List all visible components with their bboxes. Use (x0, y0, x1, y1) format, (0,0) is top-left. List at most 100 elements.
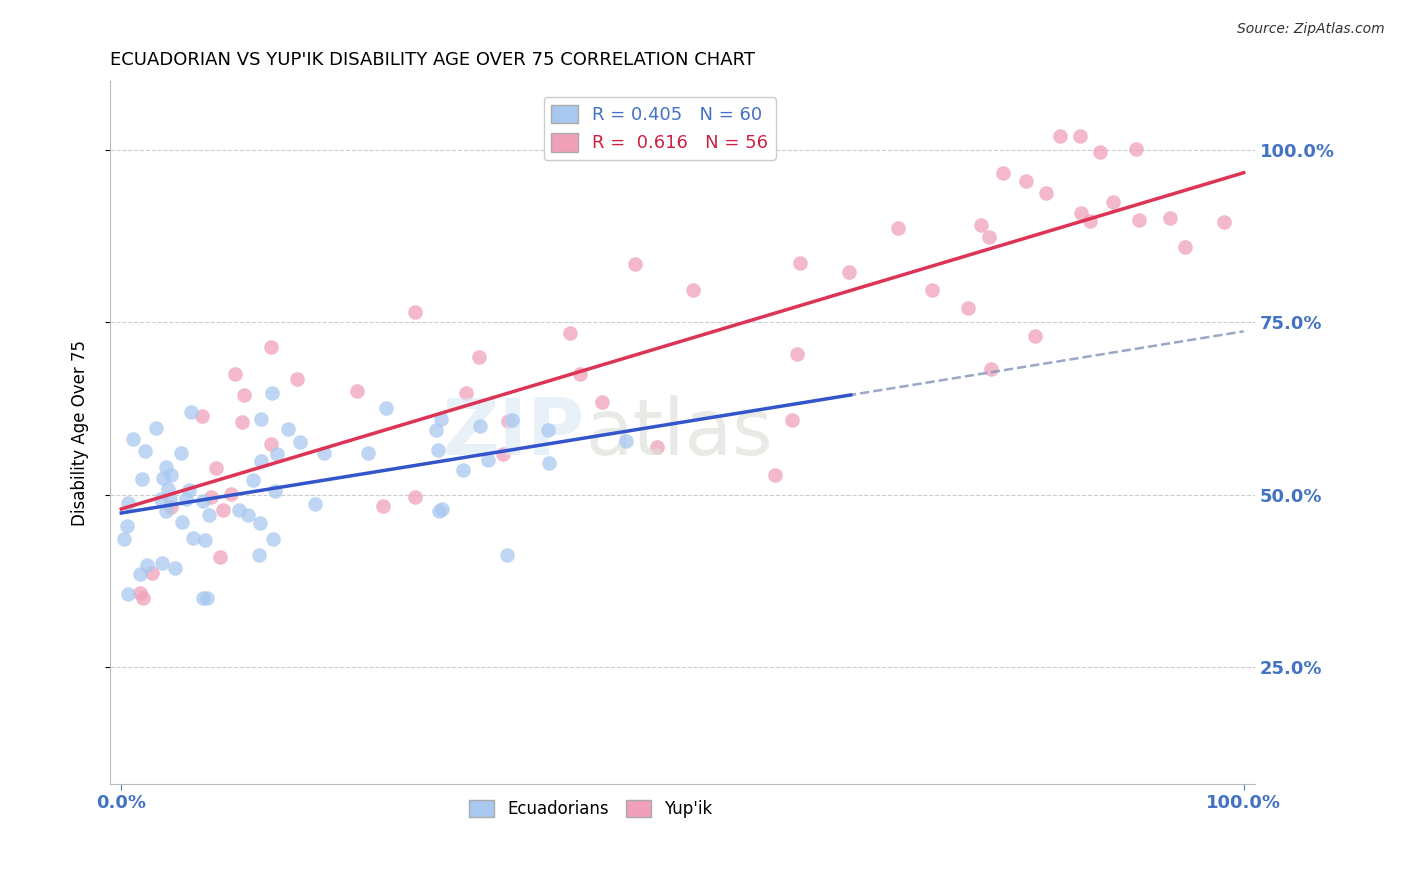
Point (198, 508, 221, 522)
Point (231, 415, 253, 429)
Point (312, 446, 335, 460)
Point (427, 504, 450, 518)
Point (117, 587, 139, 601)
Point (786, 347, 808, 361)
Y-axis label: Disability Age Over 75: Disability Age Over 75 (72, 340, 89, 525)
Point (159, 491, 181, 506)
Point (191, 409, 214, 423)
Point (371, 499, 394, 513)
Point (264, 483, 287, 498)
Point (591, 395, 613, 409)
Point (1035, 186, 1057, 200)
Point (614, 434, 637, 448)
Point (477, 453, 499, 467)
Point (150, 556, 173, 570)
Point (1080, 214, 1102, 228)
Point (177, 483, 200, 497)
Point (1174, 240, 1197, 254)
Point (160, 500, 183, 514)
Point (224, 368, 246, 382)
Point (117, 496, 139, 510)
Point (115, 519, 138, 533)
Point (404, 490, 426, 504)
Point (1070, 206, 1092, 220)
Point (260, 340, 283, 354)
Point (1212, 215, 1234, 229)
Point (149, 492, 172, 507)
Point (285, 372, 308, 386)
Point (141, 566, 163, 580)
Point (1125, 142, 1147, 156)
Point (132, 591, 155, 605)
Point (155, 504, 177, 518)
Point (1069, 129, 1091, 144)
Point (191, 591, 214, 605)
Point (136, 558, 159, 572)
Point (228, 503, 250, 517)
Point (375, 401, 398, 415)
Point (1128, 213, 1150, 227)
Point (180, 405, 202, 419)
Point (838, 265, 860, 279)
Point (404, 305, 426, 319)
Point (112, 533, 135, 547)
Point (1102, 195, 1125, 210)
Point (212, 503, 235, 517)
Point (145, 421, 167, 435)
Point (496, 548, 519, 562)
Point (288, 434, 311, 449)
Point (501, 413, 523, 427)
Point (1088, 145, 1111, 159)
Point (238, 508, 260, 522)
Point (247, 548, 270, 562)
Point (205, 461, 228, 475)
Point (277, 422, 299, 436)
Point (454, 385, 477, 400)
Point (956, 301, 979, 315)
Point (249, 516, 271, 531)
Point (921, 283, 943, 297)
Point (174, 491, 197, 506)
Point (152, 471, 174, 485)
Point (427, 442, 450, 457)
Point (780, 412, 803, 426)
Point (194, 533, 217, 548)
Point (991, 166, 1014, 180)
Point (346, 384, 368, 398)
Text: ECUADORIAN VS YUP'IK DISABILITY AGE OVER 75 CORRELATION CHART: ECUADORIAN VS YUP'IK DISABILITY AGE OVER… (110, 51, 755, 69)
Point (129, 586, 152, 600)
Legend: Ecuadorians, Yup'ik: Ecuadorians, Yup'ik (463, 793, 720, 824)
Point (157, 482, 180, 496)
Point (1049, 129, 1071, 144)
Point (159, 468, 181, 483)
Point (470, 419, 492, 434)
Point (191, 494, 214, 508)
Point (208, 549, 231, 564)
Point (763, 468, 786, 483)
Point (131, 471, 153, 485)
Point (200, 490, 222, 504)
Point (183, 531, 205, 545)
Point (682, 284, 704, 298)
Point (568, 368, 591, 382)
Point (170, 446, 193, 460)
Point (451, 463, 474, 477)
Point (195, 591, 218, 605)
Point (537, 423, 560, 437)
Point (134, 444, 156, 458)
Point (425, 423, 447, 437)
Point (262, 532, 284, 546)
Point (789, 256, 811, 270)
Point (468, 350, 491, 364)
Point (645, 441, 668, 455)
Point (430, 502, 453, 516)
Point (1159, 211, 1181, 225)
Point (558, 326, 581, 340)
Point (304, 497, 326, 511)
Point (980, 362, 1002, 376)
Point (1024, 328, 1046, 343)
Point (357, 446, 380, 460)
Point (155, 460, 177, 475)
Point (172, 516, 194, 530)
Point (219, 487, 242, 501)
